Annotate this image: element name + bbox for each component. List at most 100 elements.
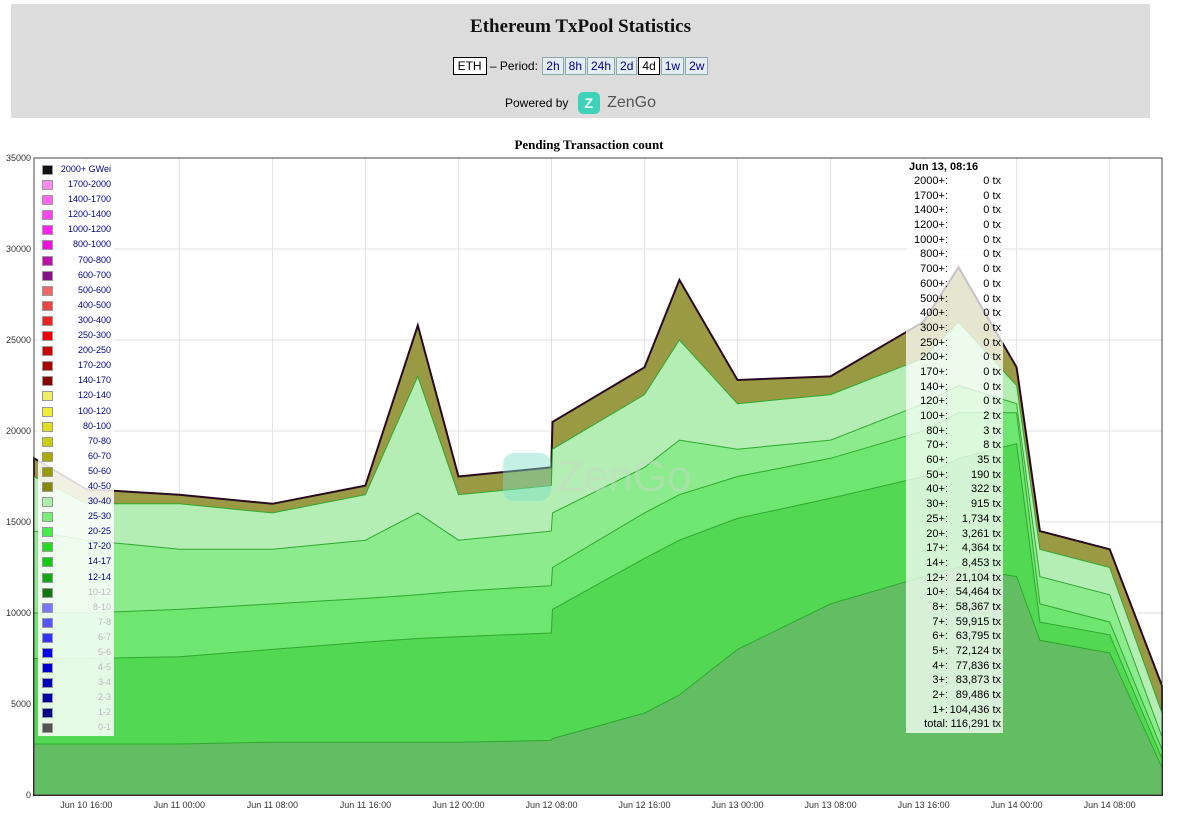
legend-item[interactable]: 300-400 bbox=[38, 313, 114, 328]
legend-label: 20-25 bbox=[87, 526, 111, 537]
tooltip-row-label: 70+: bbox=[926, 439, 948, 452]
legend-swatch bbox=[42, 391, 53, 402]
tooltip-row-value: 72,124 tx bbox=[955, 645, 1001, 657]
legend-item[interactable]: 17-20 bbox=[38, 539, 114, 554]
tooltip-row-value: 3 tx bbox=[983, 424, 1001, 437]
legend-item[interactable]: 20-25 bbox=[38, 524, 114, 539]
legend-item[interactable]: 8-10 bbox=[38, 600, 114, 615]
period-button-2d[interactable]: 2d bbox=[616, 57, 638, 75]
legend-item[interactable]: 200-250 bbox=[38, 343, 114, 358]
legend-label: 500-600 bbox=[77, 284, 111, 295]
tooltip-row-label: 60+: bbox=[926, 454, 948, 467]
tooltip-row-value: 0 tx bbox=[983, 307, 1001, 320]
tooltip-row-value: 0 tx bbox=[983, 351, 1001, 364]
brand-name[interactable]: ZenGo bbox=[607, 94, 656, 111]
tooltip-row-label: 17+: bbox=[926, 542, 948, 555]
legend-label: 2000+ GWei bbox=[60, 164, 111, 174]
x-tick-label: Jun 13 16:00 bbox=[898, 800, 950, 810]
legend-label: 700-800 bbox=[77, 254, 111, 265]
legend-item[interactable]: 400-500 bbox=[38, 298, 114, 313]
pending-tx-chart[interactable]: 0 5000 10000 15000 20000 25000 30000 35000 Jun … bbox=[0, 150, 1178, 826]
legend-swatch bbox=[42, 557, 53, 568]
legend-item[interactable]: 40-50 bbox=[38, 479, 114, 494]
legend-item[interactable]: 700-800 bbox=[38, 253, 114, 268]
legend-item[interactable]: 80-100 bbox=[38, 419, 114, 434]
legend-label: 4-5 bbox=[97, 662, 111, 673]
legend-item[interactable]: 250-300 bbox=[38, 328, 114, 343]
tooltip-row: 1700+: 0 tx bbox=[906, 190, 1003, 205]
tooltip-row: 12+: 21,104 tx bbox=[906, 572, 1003, 587]
legend-label: 17-20 bbox=[87, 541, 111, 552]
tooltip-row-value: 3,261 tx bbox=[961, 527, 1001, 540]
tooltip-row-value: 0 tx bbox=[983, 365, 1001, 378]
currency-button[interactable]: ETH bbox=[452, 57, 487, 75]
period-button-1w[interactable]: 1w bbox=[660, 57, 685, 75]
legend-item[interactable]: 7-8 bbox=[38, 615, 114, 630]
legend-item[interactable]: 140-170 bbox=[38, 373, 114, 388]
tooltip-row: 600+: 0 tx bbox=[906, 278, 1003, 293]
legend-swatch bbox=[42, 708, 53, 719]
tooltip-row-label: 400+: bbox=[920, 307, 948, 320]
period-button-8h[interactable]: 8h bbox=[564, 57, 586, 75]
y-axis-ticks: 0 5000 10000 15000 20000 25000 30000 35000 bbox=[6, 153, 31, 800]
x-tick-label: Jun 13 00:00 bbox=[712, 800, 764, 810]
tooltip-row-label: 1700+: bbox=[914, 189, 948, 202]
tooltip-row-value: 58,367 tx bbox=[955, 600, 1001, 613]
legend-swatch bbox=[42, 648, 53, 658]
legend-item[interactable]: 3-4 bbox=[38, 675, 114, 690]
tooltip-row: 17+: 4,364 tx bbox=[906, 542, 1003, 557]
legend-item[interactable]: 1-2 bbox=[38, 705, 114, 720]
tooltip-row-value: 116,291 tx bbox=[950, 718, 1001, 731]
tooltip-row-value: 0 tx bbox=[983, 336, 1001, 349]
legend-item[interactable]: 4-5 bbox=[38, 660, 114, 675]
legend-item[interactable]: 60-70 bbox=[38, 449, 114, 464]
period-button-2h[interactable]: 2h bbox=[542, 57, 564, 75]
legend-item[interactable]: 100-120 bbox=[38, 404, 114, 419]
legend-item[interactable]: 70-80 bbox=[38, 434, 114, 449]
legend-item[interactable]: 1400-1700 bbox=[38, 192, 114, 207]
series-area-1-2 bbox=[33, 566, 1163, 796]
legend-label: 30-40 bbox=[87, 496, 111, 507]
legend-item[interactable]: 1000-1200 bbox=[38, 222, 114, 237]
legend-item[interactable]: 2000+ GWei bbox=[38, 162, 114, 177]
legend-item[interactable]: 14-17 bbox=[38, 554, 114, 569]
tooltip-row: 3+: 83,873 tx bbox=[906, 674, 1003, 689]
legend-item[interactable]: 6-7 bbox=[38, 630, 114, 645]
tooltip-row: 100+: 2 tx bbox=[906, 410, 1003, 425]
legend-item[interactable]: 25-30 bbox=[38, 509, 114, 524]
tooltip-row-value: 0 tx bbox=[983, 321, 1001, 334]
tooltip-row-value: 4,364 tx bbox=[961, 542, 1001, 555]
period-button-24h[interactable]: 24h bbox=[587, 57, 616, 75]
tooltip-row: 8+: 58,367 tx bbox=[906, 601, 1003, 616]
tooltip-row-label: 500+: bbox=[920, 292, 948, 305]
y-tick-label: 35000 bbox=[6, 153, 31, 163]
legend-label: 400-500 bbox=[77, 299, 111, 310]
tooltip-row: 1200+: 0 tx bbox=[906, 219, 1003, 234]
tooltip-row: 60+: 35 tx bbox=[906, 454, 1003, 469]
tooltip-row-value: 0 tx bbox=[983, 219, 1001, 232]
period-button-2w[interactable]: 2w bbox=[685, 57, 709, 75]
legend-item[interactable]: 2-3 bbox=[38, 690, 114, 705]
legend-item[interactable]: 600-700 bbox=[38, 268, 114, 283]
legend-item[interactable]: 120-140 bbox=[38, 388, 114, 403]
legend-item[interactable]: 50-60 bbox=[38, 464, 114, 479]
legend-item[interactable]: 1200-1400 bbox=[38, 207, 114, 222]
zengo-logo-icon[interactable]: Z bbox=[577, 92, 600, 114]
y-tick-label: 25000 bbox=[6, 335, 31, 345]
period-button-4d[interactable]: 4d bbox=[638, 57, 660, 75]
legend-item[interactable]: 0-1 bbox=[38, 720, 114, 735]
legend-swatch bbox=[42, 693, 53, 704]
tooltip-row-value: 83,873 tx bbox=[955, 674, 1001, 687]
legend-item[interactable]: 1700-2000 bbox=[38, 177, 114, 192]
legend-label: 600-700 bbox=[77, 269, 111, 280]
legend-item[interactable]: 10-12 bbox=[38, 585, 114, 600]
legend-item[interactable]: 500-600 bbox=[38, 283, 114, 298]
legend-item[interactable]: 170-200 bbox=[38, 358, 114, 373]
tooltip-row: 1400+: 0 tx bbox=[906, 204, 1003, 219]
legend-item[interactable]: 12-14 bbox=[38, 570, 114, 585]
legend-item[interactable]: 5-6 bbox=[38, 645, 114, 660]
legend-item[interactable]: 800-1000 bbox=[38, 237, 114, 252]
legend-label: 120-140 bbox=[77, 390, 111, 401]
legend-label: 6-7 bbox=[97, 631, 111, 642]
legend-item[interactable]: 30-40 bbox=[38, 494, 114, 509]
